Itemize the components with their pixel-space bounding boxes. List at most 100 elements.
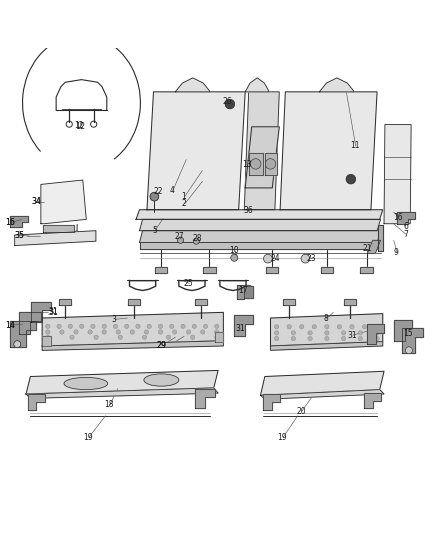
Text: 31: 31 bbox=[347, 330, 357, 340]
Circle shape bbox=[91, 324, 95, 328]
Polygon shape bbox=[28, 394, 45, 410]
Polygon shape bbox=[43, 224, 74, 232]
Text: 8: 8 bbox=[324, 314, 328, 323]
Text: 31: 31 bbox=[48, 308, 58, 317]
Circle shape bbox=[358, 330, 363, 335]
Polygon shape bbox=[367, 240, 381, 253]
Circle shape bbox=[142, 335, 147, 340]
Polygon shape bbox=[249, 153, 263, 175]
Polygon shape bbox=[280, 92, 377, 210]
Polygon shape bbox=[175, 78, 210, 92]
Circle shape bbox=[14, 341, 21, 348]
Circle shape bbox=[46, 335, 50, 340]
Polygon shape bbox=[245, 127, 279, 188]
Circle shape bbox=[166, 335, 171, 340]
Circle shape bbox=[325, 336, 329, 341]
Circle shape bbox=[308, 330, 312, 335]
Polygon shape bbox=[11, 321, 36, 347]
Polygon shape bbox=[31, 302, 51, 322]
Text: 31: 31 bbox=[235, 324, 245, 333]
Circle shape bbox=[225, 99, 235, 109]
Ellipse shape bbox=[64, 377, 108, 390]
Circle shape bbox=[102, 330, 106, 334]
Text: 25: 25 bbox=[184, 279, 193, 288]
Circle shape bbox=[201, 330, 205, 334]
Polygon shape bbox=[234, 316, 253, 336]
Polygon shape bbox=[319, 78, 354, 92]
Circle shape bbox=[291, 336, 296, 341]
Polygon shape bbox=[147, 92, 245, 210]
Text: 19: 19 bbox=[83, 433, 93, 442]
Circle shape bbox=[215, 324, 219, 328]
Circle shape bbox=[136, 324, 140, 328]
Circle shape bbox=[191, 335, 195, 340]
Circle shape bbox=[287, 325, 291, 329]
Circle shape bbox=[130, 330, 134, 334]
Circle shape bbox=[94, 335, 98, 340]
Polygon shape bbox=[41, 180, 86, 224]
Circle shape bbox=[203, 324, 208, 328]
Circle shape bbox=[341, 330, 346, 335]
Text: 36: 36 bbox=[244, 206, 254, 215]
Text: 28: 28 bbox=[192, 234, 202, 243]
Text: 31: 31 bbox=[48, 308, 58, 317]
Polygon shape bbox=[265, 153, 277, 175]
Text: 29: 29 bbox=[156, 341, 166, 350]
Polygon shape bbox=[344, 299, 356, 305]
Circle shape bbox=[88, 330, 92, 334]
Polygon shape bbox=[271, 342, 383, 350]
Polygon shape bbox=[263, 394, 280, 410]
Polygon shape bbox=[128, 299, 140, 305]
Circle shape bbox=[181, 324, 185, 328]
Polygon shape bbox=[403, 328, 424, 353]
Text: 11: 11 bbox=[350, 141, 360, 150]
Ellipse shape bbox=[144, 374, 179, 386]
Circle shape bbox=[116, 330, 120, 334]
Polygon shape bbox=[42, 312, 223, 346]
Polygon shape bbox=[203, 266, 215, 273]
Circle shape bbox=[375, 325, 379, 329]
Circle shape bbox=[124, 324, 129, 328]
Polygon shape bbox=[140, 220, 381, 231]
Text: 13: 13 bbox=[243, 160, 252, 169]
Circle shape bbox=[215, 330, 219, 334]
Circle shape bbox=[325, 325, 329, 329]
Polygon shape bbox=[194, 299, 207, 305]
Text: 6: 6 bbox=[403, 222, 408, 231]
Text: 26: 26 bbox=[223, 96, 233, 106]
Text: 12: 12 bbox=[74, 120, 84, 130]
Circle shape bbox=[46, 324, 50, 328]
Circle shape bbox=[231, 254, 238, 261]
Text: 10: 10 bbox=[230, 246, 239, 255]
Circle shape bbox=[275, 336, 279, 341]
Text: 15: 15 bbox=[403, 329, 413, 338]
Text: 18: 18 bbox=[104, 400, 114, 409]
Polygon shape bbox=[155, 266, 167, 273]
Text: 19: 19 bbox=[278, 433, 287, 442]
Circle shape bbox=[300, 325, 304, 329]
Circle shape bbox=[158, 324, 162, 328]
Circle shape bbox=[291, 330, 296, 335]
Circle shape bbox=[118, 335, 123, 340]
Polygon shape bbox=[244, 286, 253, 298]
Circle shape bbox=[358, 336, 363, 341]
Text: 24: 24 bbox=[270, 254, 280, 263]
Text: 20: 20 bbox=[296, 407, 306, 416]
Circle shape bbox=[60, 330, 64, 334]
Circle shape bbox=[74, 330, 78, 334]
Circle shape bbox=[301, 254, 310, 263]
Polygon shape bbox=[26, 370, 218, 394]
Text: 27: 27 bbox=[174, 232, 184, 241]
Circle shape bbox=[251, 159, 261, 169]
Polygon shape bbox=[394, 320, 412, 341]
Circle shape bbox=[337, 325, 342, 329]
Polygon shape bbox=[261, 372, 384, 395]
Polygon shape bbox=[261, 390, 384, 399]
Polygon shape bbox=[195, 389, 215, 408]
Text: 22: 22 bbox=[154, 187, 163, 196]
Circle shape bbox=[158, 330, 162, 334]
Circle shape bbox=[173, 330, 177, 334]
Circle shape bbox=[275, 325, 279, 329]
Polygon shape bbox=[244, 92, 279, 210]
Polygon shape bbox=[42, 336, 51, 346]
